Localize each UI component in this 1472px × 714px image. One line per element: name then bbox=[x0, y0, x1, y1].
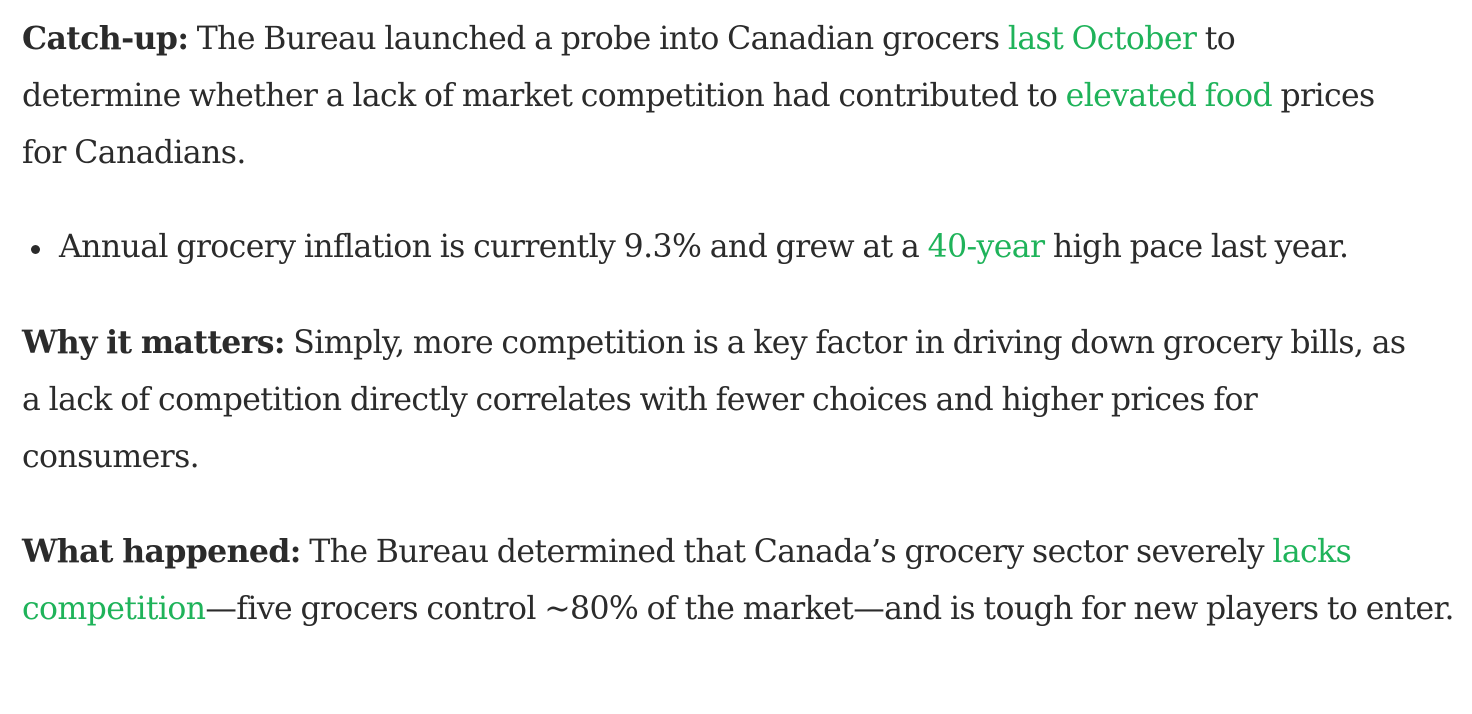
why-it-matters-lead: Why it matters: bbox=[22, 324, 285, 361]
catch-up-lead: Catch-up: bbox=[22, 20, 189, 57]
paragraph-catch-up: Catch-up: The Bureau launched a probe in… bbox=[22, 10, 1402, 182]
elevated-food-link[interactable]: elevated food bbox=[1065, 78, 1273, 114]
bullet-list: Annual grocery inflation is currently 9.… bbox=[22, 219, 1462, 276]
paragraph-text: prices for Canadians. bbox=[22, 78, 1375, 171]
paragraph-text: to determine whether a lack of market co… bbox=[22, 21, 1236, 114]
paragraph-text: —five grocers control ~80% of the market… bbox=[205, 591, 1454, 627]
bullet-dot-icon bbox=[31, 245, 40, 254]
40-year-link[interactable]: 40-year bbox=[927, 229, 1045, 265]
paragraph-text: The Bureau determined that Canada’s groc… bbox=[300, 534, 1273, 570]
paragraph-text: The Bureau launched a probe into Canadia… bbox=[188, 21, 1008, 57]
bullet-text: Annual grocery inflation is currently 9.… bbox=[59, 229, 928, 265]
bullet-text: high pace last year. bbox=[1044, 229, 1349, 265]
bullet-item: Annual grocery inflation is currently 9.… bbox=[22, 219, 1462, 276]
last-october-link[interactable]: last October bbox=[1007, 21, 1197, 57]
paragraph-text: Simply, more competition is a key factor… bbox=[22, 325, 1406, 475]
lacks-competition-link[interactable]: lacks competition bbox=[22, 534, 1352, 627]
paragraph-what-happened: What happened: The Bureau determined tha… bbox=[22, 523, 1462, 638]
paragraph-why-it-matters: Why it matters: Simply, more competition… bbox=[22, 314, 1432, 486]
what-happened-lead: What happened: bbox=[22, 533, 301, 570]
